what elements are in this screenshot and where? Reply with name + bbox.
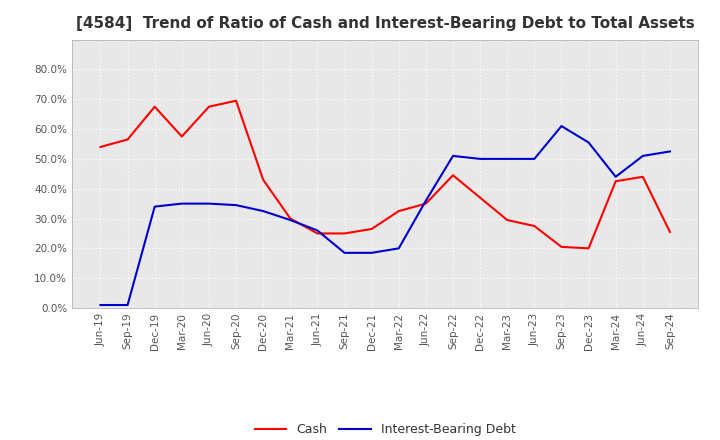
Interest-Bearing Debt — [178, 201, 186, 206]
Cash — [178, 134, 186, 139]
Interest-Bearing Debt — [503, 156, 511, 161]
Cash — [286, 216, 294, 221]
Cash — [639, 174, 647, 180]
Cash — [476, 195, 485, 200]
Cash — [313, 231, 322, 236]
Interest-Bearing Debt — [150, 204, 159, 209]
Interest-Bearing Debt — [530, 156, 539, 161]
Cash — [503, 217, 511, 223]
Interest-Bearing Debt — [96, 302, 105, 308]
Interest-Bearing Debt — [367, 250, 376, 256]
Interest-Bearing Debt — [204, 201, 213, 206]
Cash — [421, 201, 430, 206]
Cash — [367, 226, 376, 231]
Line: Interest-Bearing Debt: Interest-Bearing Debt — [101, 126, 670, 305]
Interest-Bearing Debt — [259, 209, 268, 214]
Cash — [395, 209, 403, 214]
Cash — [96, 144, 105, 150]
Cash — [557, 244, 566, 249]
Interest-Bearing Debt — [286, 217, 294, 223]
Line: Cash: Cash — [101, 101, 670, 248]
Interest-Bearing Debt — [421, 198, 430, 203]
Cash — [530, 224, 539, 229]
Cash — [584, 246, 593, 251]
Cash — [232, 98, 240, 103]
Interest-Bearing Debt — [313, 228, 322, 233]
Interest-Bearing Debt — [232, 202, 240, 208]
Interest-Bearing Debt — [476, 156, 485, 161]
Interest-Bearing Debt — [665, 149, 674, 154]
Cash — [259, 177, 268, 183]
Cash — [123, 137, 132, 142]
Interest-Bearing Debt — [611, 174, 620, 180]
Interest-Bearing Debt — [123, 302, 132, 308]
Interest-Bearing Debt — [639, 153, 647, 158]
Interest-Bearing Debt — [341, 250, 349, 256]
Interest-Bearing Debt — [557, 124, 566, 129]
Interest-Bearing Debt — [449, 153, 457, 158]
Cash — [665, 229, 674, 235]
Legend: Cash, Interest-Bearing Debt: Cash, Interest-Bearing Debt — [250, 418, 521, 440]
Title: [4584]  Trend of Ratio of Cash and Interest-Bearing Debt to Total Assets: [4584] Trend of Ratio of Cash and Intere… — [76, 16, 695, 32]
Interest-Bearing Debt — [584, 140, 593, 145]
Cash — [449, 172, 457, 178]
Cash — [150, 104, 159, 109]
Cash — [611, 179, 620, 184]
Cash — [204, 104, 213, 109]
Interest-Bearing Debt — [395, 246, 403, 251]
Cash — [341, 231, 349, 236]
